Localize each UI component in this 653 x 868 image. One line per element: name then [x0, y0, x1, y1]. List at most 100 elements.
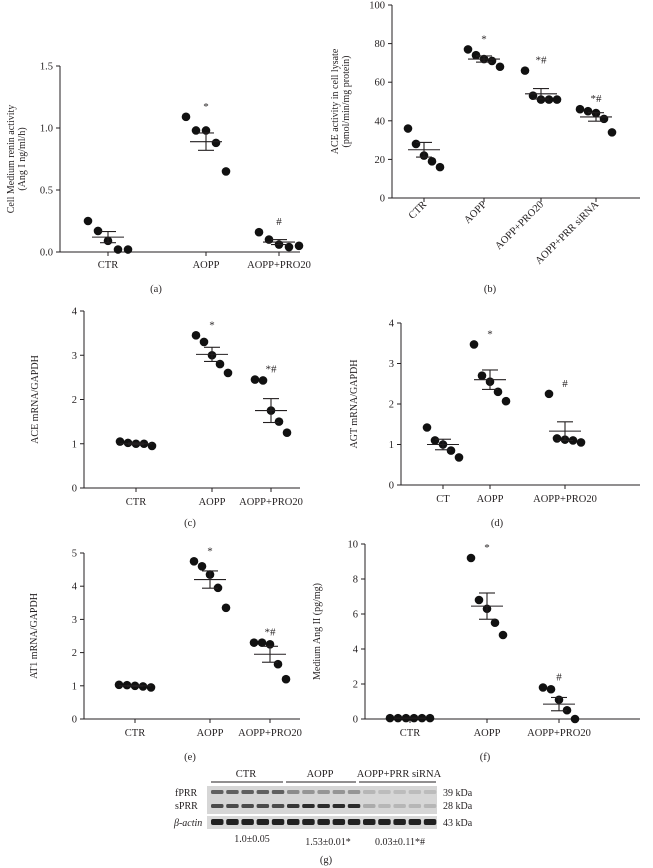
y-tick-label: 1.5	[40, 62, 53, 73]
y-tick-label: 1.0	[40, 124, 53, 135]
y-tick-label: 2	[389, 400, 394, 411]
data-point	[490, 618, 500, 628]
blot-band	[241, 819, 254, 825]
data-point	[254, 227, 264, 237]
y-axis-label: (pmol/min/mg protein)	[341, 56, 352, 148]
y-tick-label: 2	[353, 680, 358, 691]
data-point	[223, 368, 233, 378]
blot-band	[287, 804, 300, 808]
data-point	[607, 128, 617, 137]
blot-band	[408, 790, 422, 794]
data-point	[93, 226, 103, 236]
data-point	[576, 438, 586, 447]
blot-band	[423, 819, 437, 825]
data-point	[282, 428, 292, 437]
data-point	[477, 371, 487, 380]
blot-band	[226, 790, 239, 794]
blot-band	[287, 819, 300, 825]
blot-band	[256, 819, 270, 825]
data-point	[281, 674, 291, 684]
data-point	[221, 603, 231, 613]
y-tick-label: 0.5	[40, 186, 53, 197]
x-tick-label: AOPP+PRO20	[247, 260, 311, 271]
data-point	[430, 436, 440, 445]
x-tick-label: CTR	[126, 497, 146, 508]
blot-band	[408, 804, 422, 808]
data-point	[181, 112, 191, 122]
data-point	[113, 245, 123, 254]
blot-quantification: 1.0±0.05	[234, 834, 270, 845]
significance-marker: *	[209, 319, 215, 331]
data-point	[211, 138, 221, 148]
blot-band	[423, 790, 437, 794]
data-point	[257, 638, 267, 647]
panel-label: (c)	[184, 518, 196, 529]
data-point	[544, 95, 554, 104]
data-point	[471, 50, 481, 60]
x-tick-label: CT	[436, 494, 450, 505]
y-tick-label: 0	[380, 194, 385, 205]
data-point	[249, 638, 259, 647]
data-point	[474, 595, 484, 605]
data-point	[463, 45, 473, 54]
data-point	[544, 389, 554, 399]
significance-marker: *	[484, 542, 490, 554]
blot-band	[271, 790, 285, 794]
blot-band	[423, 804, 437, 808]
y-tick-label: 4	[72, 582, 78, 593]
blot-band	[226, 819, 239, 825]
x-tick-label: AOPP	[477, 494, 504, 505]
panel-label: (e)	[184, 752, 196, 763]
data-point	[294, 241, 304, 251]
blot-row-label: sPRR	[175, 801, 198, 812]
data-point	[538, 683, 548, 692]
y-tick-label: 4	[353, 645, 359, 656]
y-tick-label: 100	[369, 1, 385, 12]
data-point	[583, 106, 593, 116]
data-point	[115, 437, 125, 446]
blot-band	[302, 790, 315, 794]
blot-band	[317, 819, 330, 825]
blot-band	[393, 804, 406, 808]
data-point	[425, 713, 435, 723]
panel-f: 0 2 4 6 8 10 Medium Ang II (pg/mg) CTR AOPP * AOPP…	[312, 540, 640, 763]
panel-label: (a)	[150, 284, 162, 295]
blot-row-label: β-actin	[173, 818, 202, 829]
blot-band	[332, 790, 346, 794]
blot-band	[378, 819, 391, 825]
y-tick-label: 80	[375, 39, 386, 50]
blot-band	[317, 804, 330, 808]
blot-band	[378, 804, 391, 808]
data-point	[191, 331, 201, 340]
blot-band	[393, 790, 406, 794]
blot-band	[332, 804, 346, 808]
y-tick-label: 20	[375, 155, 386, 166]
blot-band	[302, 804, 315, 808]
y-tick-label: 1	[72, 439, 77, 450]
blot-band	[363, 804, 376, 808]
blot-quantification: 0.03±0.11*#	[375, 837, 425, 848]
x-tick-label: AOPP	[474, 728, 501, 739]
data-point	[435, 162, 445, 172]
y-tick-label: 1	[389, 440, 394, 451]
y-tick-label: 4	[389, 319, 395, 330]
data-point	[411, 139, 421, 149]
blot-band	[408, 819, 422, 825]
blot-band	[211, 790, 224, 794]
data-point	[493, 387, 503, 397]
panel-a: 0.0 0.5 1.0 1.5 Cell Medium renin activity (A…	[6, 62, 311, 296]
y-tick-label: 0.0	[40, 248, 53, 259]
data-point	[520, 66, 530, 75]
y-tick-label: 40	[375, 116, 386, 127]
panel-e: 0 1 2 3 4 5 AT1 mRNA/GAPDH CTR AOPP * AOPP+PRO20 *#…	[29, 545, 302, 763]
data-point	[403, 124, 413, 133]
data-point	[570, 714, 580, 724]
significance-marker: *	[481, 33, 487, 45]
x-tick-label: AOPP+PRO20	[239, 497, 303, 508]
significance-marker: *	[487, 328, 493, 340]
data-point	[552, 434, 562, 443]
x-tick-label: AOPP+PRO20	[527, 728, 591, 739]
y-axis-label: AGT mRNA/GAPDH	[349, 360, 360, 449]
blot-size-label: 39 kDa	[443, 788, 473, 799]
y-tick-label: 2	[72, 395, 77, 406]
